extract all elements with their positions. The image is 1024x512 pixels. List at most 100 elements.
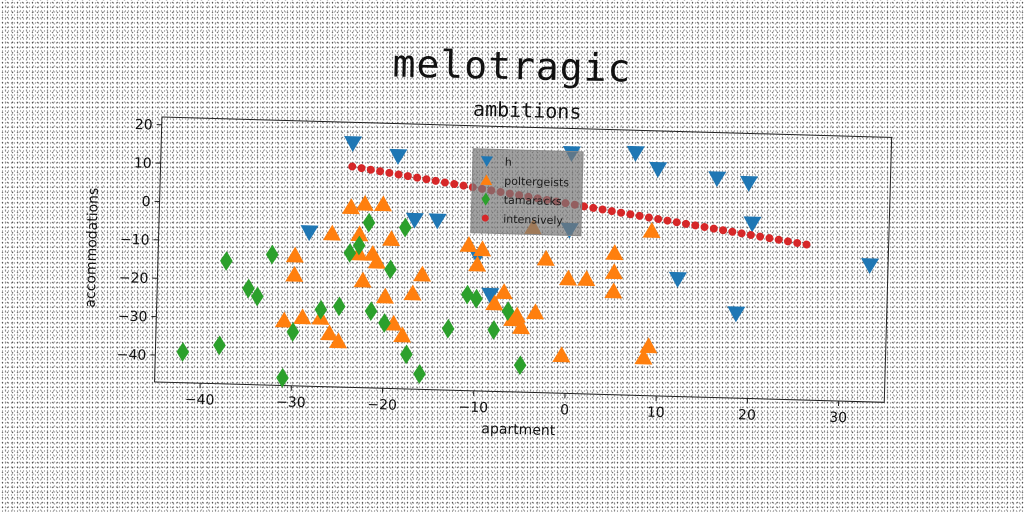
- data-point-tamaracks: [364, 301, 378, 322]
- data-point-poltergeists: [494, 283, 513, 300]
- data-point-intensively: [422, 175, 431, 184]
- chart-group: ambitions −40 −30 −20 −10 0 10 20 30 20 10 0 −10 −20 −…: [83, 97, 893, 439]
- data-point-tamaracks: [276, 367, 289, 388]
- data-point-intensively: [756, 232, 765, 241]
- data-point-h: [344, 136, 363, 153]
- legend-label: poltergeists: [504, 175, 569, 190]
- data-point-intensively: [737, 229, 746, 238]
- data-point-h: [405, 212, 424, 229]
- data-point-poltergeists: [329, 332, 348, 349]
- data-point-poltergeists: [634, 348, 653, 365]
- data-point-poltergeists: [604, 263, 623, 280]
- data-point-tamaracks: [378, 313, 391, 333]
- data-point-poltergeists: [403, 284, 422, 301]
- data-point-tamaracks: [265, 244, 279, 265]
- data-point-intensively: [366, 165, 375, 174]
- data-point-tamaracks: [286, 322, 300, 342]
- data-point-tamaracks: [400, 344, 413, 365]
- data-point-intensively: [376, 167, 385, 176]
- y-tick-label: 20: [135, 117, 153, 133]
- data-point-h: [727, 306, 746, 323]
- data-point-intensively: [459, 181, 468, 190]
- legend-label: intensively: [503, 213, 564, 228]
- data-point-intensively: [431, 176, 440, 185]
- data-point-tamaracks: [251, 286, 264, 307]
- data-point-intensively: [765, 234, 774, 243]
- data-point-intensively: [403, 172, 412, 181]
- data-point-h: [740, 175, 759, 192]
- data-point-tamaracks: [513, 355, 527, 376]
- data-point-intensively: [793, 238, 802, 247]
- legend-label: h: [505, 156, 512, 169]
- data-point-poltergeists: [604, 282, 623, 299]
- data-point-h: [481, 287, 500, 304]
- data-point-poltergeists: [393, 326, 412, 343]
- data-point-intensively: [394, 170, 403, 179]
- data-point-poltergeists: [373, 195, 392, 212]
- data-point-tamaracks: [332, 296, 346, 317]
- data-point-tamaracks: [220, 251, 233, 271]
- data-point-poltergeists: [285, 246, 304, 263]
- y-tick-label: 0: [141, 194, 150, 210]
- data-point-h: [743, 216, 762, 233]
- data-point-poltergeists: [285, 265, 304, 282]
- data-point-intensively: [644, 213, 653, 222]
- data-point-poltergeists: [473, 240, 492, 257]
- data-point-intensively: [635, 211, 644, 220]
- data-point-intensively: [719, 226, 728, 235]
- data-point-tamaracks: [399, 217, 412, 238]
- y-tick-label: −40: [117, 347, 147, 364]
- plot-frame: [154, 116, 893, 403]
- data-point-poltergeists: [341, 198, 360, 215]
- data-point-intensively: [774, 235, 783, 244]
- data-point-h: [861, 258, 880, 275]
- data-point-h: [626, 145, 645, 162]
- data-point-poltergeists: [322, 224, 341, 241]
- data-point-poltergeists: [274, 311, 293, 328]
- data-point-h: [708, 171, 727, 188]
- data-point-tamaracks: [314, 299, 328, 320]
- legend-marker-tamaracks: [481, 192, 490, 206]
- data-point-poltergeists: [293, 308, 312, 325]
- data-point-poltergeists: [320, 324, 339, 341]
- data-point-poltergeists: [382, 230, 401, 247]
- data-point-h: [428, 213, 447, 230]
- data-point-tamaracks: [501, 301, 515, 322]
- data-point-poltergeists: [639, 337, 658, 354]
- data-point-poltergeists: [485, 294, 504, 311]
- data-point-tamaracks: [441, 318, 455, 339]
- data-point-tamaracks: [461, 284, 474, 305]
- data-point-intensively: [598, 205, 607, 214]
- data-point-tamaracks: [470, 288, 483, 309]
- x-tick-label: 10: [647, 405, 665, 421]
- legend-marker-intensively: [481, 214, 489, 222]
- x-tick-label: −30: [276, 394, 306, 411]
- y-tick-label: −10: [120, 232, 150, 249]
- data-point-poltergeists: [503, 310, 522, 327]
- data-point-tamaracks: [487, 320, 501, 340]
- y-tick-label: 10: [134, 155, 152, 171]
- data-point-poltergeists: [355, 194, 374, 211]
- data-point-intensively: [357, 164, 366, 173]
- data-point-tamaracks: [413, 364, 426, 384]
- data-point-poltergeists: [384, 314, 403, 331]
- data-point-poltergeists: [413, 265, 432, 282]
- legend-marker-poltergeists: [480, 174, 493, 186]
- data-point-intensively: [802, 240, 811, 249]
- data-point-intensively: [450, 180, 459, 189]
- x-tick-label: 0: [560, 402, 569, 418]
- data-point-tamaracks: [242, 278, 255, 299]
- data-point-poltergeists: [353, 271, 372, 288]
- legend-box: [470, 148, 584, 237]
- data-point-intensively: [783, 237, 792, 246]
- data-point-poltergeists: [577, 270, 596, 287]
- data-point-h: [389, 148, 408, 165]
- data-point-intensively: [413, 173, 422, 182]
- data-point-poltergeists: [468, 255, 487, 272]
- data-point-intensively: [589, 203, 598, 212]
- data-point-poltergeists: [375, 287, 394, 304]
- data-point-poltergeists: [605, 244, 624, 261]
- data-point-intensively: [663, 216, 672, 225]
- data-point-tamaracks: [362, 212, 376, 233]
